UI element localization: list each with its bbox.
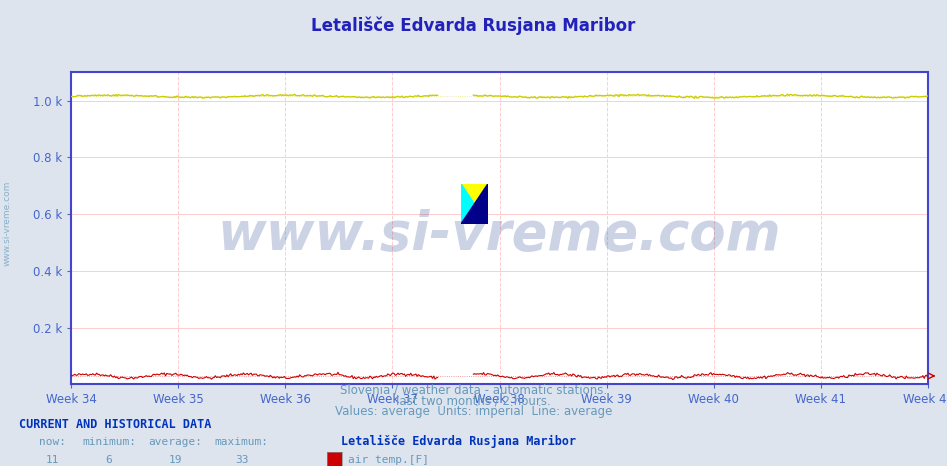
Polygon shape: [461, 184, 488, 224]
Text: now:: now:: [39, 438, 65, 447]
Text: CURRENT AND HISTORICAL DATA: CURRENT AND HISTORICAL DATA: [19, 418, 211, 431]
Text: Values: average  Units: imperial  Line: average: Values: average Units: imperial Line: av…: [335, 405, 612, 418]
Text: Letališče Edvarda Rusjana Maribor: Letališče Edvarda Rusjana Maribor: [312, 16, 635, 35]
Text: average:: average:: [148, 438, 203, 447]
Text: www.si-vreme.com: www.si-vreme.com: [218, 209, 781, 260]
Polygon shape: [461, 184, 488, 224]
Text: 33: 33: [235, 455, 248, 465]
Polygon shape: [461, 184, 488, 224]
Text: 6: 6: [105, 455, 113, 465]
Text: last two months / 2 hours.: last two months / 2 hours.: [396, 395, 551, 407]
Text: Slovenia / weather data - automatic stations.: Slovenia / weather data - automatic stat…: [340, 384, 607, 397]
Text: www.si-vreme.com: www.si-vreme.com: [3, 181, 12, 267]
Text: air temp.[F]: air temp.[F]: [348, 455, 430, 465]
Text: 11: 11: [45, 455, 59, 465]
Text: minimum:: minimum:: [81, 438, 136, 447]
Text: maximum:: maximum:: [214, 438, 269, 447]
Text: 19: 19: [169, 455, 182, 465]
Text: Letališče Edvarda Rusjana Maribor: Letališče Edvarda Rusjana Maribor: [341, 435, 576, 448]
